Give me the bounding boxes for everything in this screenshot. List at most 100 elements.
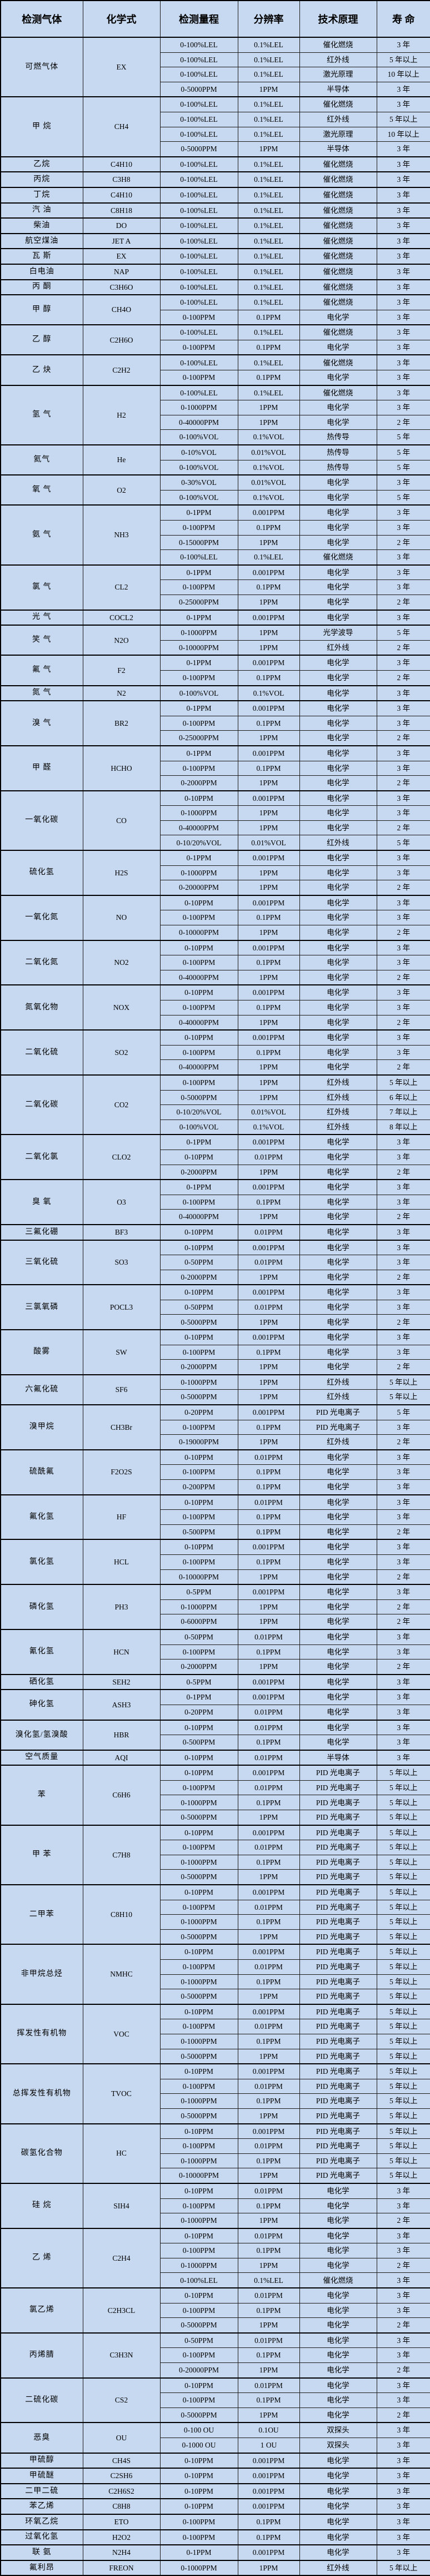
principle-cell: 电化学 xyxy=(299,339,377,355)
principle-cell: 电化学 xyxy=(299,2483,377,2499)
lifespan-cell: 3 年 xyxy=(376,1239,430,1256)
range-cell: 0-10PPM xyxy=(159,1944,238,1960)
principle-cell: 催化燃烧 xyxy=(299,2272,377,2288)
lifespan-cell: 3 年 xyxy=(376,324,430,340)
gas-name-cell: 甲硫醇 xyxy=(0,2452,83,2469)
lifespan-cell: 3 年 xyxy=(376,520,430,536)
range-cell: 0-100%LEL xyxy=(159,126,238,142)
principle-cell: 催化燃烧 xyxy=(299,354,377,371)
resolution-cell: 1PPM xyxy=(237,969,300,985)
range-cell: 0-1000PPM xyxy=(159,400,238,415)
principle-cell: 电化学 xyxy=(299,1464,377,1480)
table-row: 乙 炔 C2H2 0-100%LEL 0.1%LEL 催化燃烧 3 年 xyxy=(0,354,430,386)
principle-cell: PID 光电离子 xyxy=(299,2019,377,2034)
formula-cell: HCN xyxy=(82,1628,161,1675)
table-row: 二氧化硫 SO2 0-10PPM 0.001PPM 电化学 3 年 xyxy=(0,1029,430,1076)
principle-cell: PID 光电离子 xyxy=(299,1824,377,1841)
table-row: 二氧化氯 CLO2 0-1PPM 0.001PPM 电化学 3 年 xyxy=(0,1134,430,1180)
table-row: 一氧化氮 NO 0-10PPM 0.001PPM 电化学 3 年 xyxy=(0,894,430,941)
formula-cell: CLO2 xyxy=(82,1134,161,1180)
resolution-cell: 0.001PPM xyxy=(237,2123,300,2139)
formula-cell: O3 xyxy=(82,1179,161,1225)
lifespan-cell: 3 年 xyxy=(376,263,430,280)
resolution-cell: 0.001PPM xyxy=(237,984,300,1001)
table-row: 0-20PPM 0.01PPM 电化学 3 年 xyxy=(1,1704,430,1721)
formula-cell: C3H8 xyxy=(82,171,161,188)
table-row: 0-19000PPM 1PPM 红外线 2 年 xyxy=(1,1434,430,1450)
table-row: 0-100PPM 0.1PPM 电化学 3 年 xyxy=(1,1509,430,1525)
resolution-cell: 0.1%VOL xyxy=(237,489,300,506)
formula-cell: CH4S xyxy=(82,2452,161,2469)
table-row: 0-500PPM 0.1PPM 电化学 3 年 xyxy=(1,1735,430,1751)
range-cell: 0-100PPM xyxy=(159,579,238,595)
gas-name-cell: 苯乙烯 xyxy=(0,2498,83,2515)
gas-name-cell: 笑 气 xyxy=(0,625,83,656)
table-row: 0-100PPM 0.1PPM 电化学 3 年 xyxy=(1,715,430,731)
formula-cell: C8H10 xyxy=(82,1884,161,1945)
table-row: 0-25000PPM 1PPM 电化学 2 年 xyxy=(1,730,430,746)
range-cell: 0-100PPM xyxy=(159,2138,238,2154)
gas-name-cell: 三氯氧磷 xyxy=(0,1284,83,1330)
principle-cell: 电化学 xyxy=(299,1359,377,1375)
resolution-cell: 0.1%LEL xyxy=(237,217,300,234)
principle-cell: 电化学 xyxy=(299,1719,377,1736)
range-cell: 0-1PPM xyxy=(159,700,238,716)
resolution-cell: 0.1PPM xyxy=(237,670,300,686)
range-cell: 0-5PPM xyxy=(159,1584,238,1600)
resolution-cell: 1PPM xyxy=(237,1989,300,2005)
gas-name-cell: 氮 气 xyxy=(0,685,83,701)
resolution-cell: 0.001PPM xyxy=(237,745,300,761)
principle-cell: 催化燃烧 xyxy=(299,248,377,265)
range-cell: 0-25000PPM xyxy=(159,594,238,611)
range-cell: 0-1000PPM xyxy=(159,2559,238,2576)
gas-name-cell: 空气质量 xyxy=(0,1749,83,1766)
table-row: 硒化氢 SEH2 0-5PPM 0.001PPM 电化学 3 年 xyxy=(0,1673,430,1690)
principle-cell: 红外线 xyxy=(299,640,377,656)
formula-cell: H2S xyxy=(82,850,161,896)
lifespan-cell: 5 年 xyxy=(376,444,430,460)
table-row: 碳氢化合物 HC 0-10PPM 0.001PPM PID 光电离子 5 年以上 xyxy=(0,2123,430,2184)
table-row: 0-40000PPM 1PPM 电化学 2 年 xyxy=(1,1059,430,1076)
table-row: 非甲烷总烃 NMHC 0-10PPM 0.001PPM PID 光电离子 5 年以上 xyxy=(0,1944,430,2005)
formula-cell: C2SH6 xyxy=(82,2468,161,2484)
resolution-cell: 0.1%LEL xyxy=(237,186,300,204)
lifespan-cell: 3 年 xyxy=(376,232,430,249)
resolution-cell: 0.1PPM xyxy=(237,2033,300,2049)
lifespan-cell: 3 年 xyxy=(376,2332,430,2349)
range-cell: 0-1000PPM xyxy=(159,1854,238,1870)
principle-cell: 电化学 xyxy=(299,1628,377,1645)
lifespan-cell: 5 年 xyxy=(376,835,430,851)
resolution-cell: 0.1PPM xyxy=(237,1509,300,1525)
range-cell: 0-10000PPM xyxy=(159,2168,238,2184)
formula-cell: ASH3 xyxy=(82,1689,161,1721)
lifespan-cell: 3 年 xyxy=(376,217,430,234)
lifespan-cell: 2 年 xyxy=(376,820,430,836)
principle-cell: 电化学 xyxy=(299,2513,377,2530)
resolution-cell: 0.001PPM xyxy=(237,939,300,956)
table-row: 0-100PPM 0.01PPM PID 光电离子 5 年以上 xyxy=(1,1899,430,1915)
lifespan-cell: 3 年 xyxy=(376,2198,430,2214)
column-header-lifespan: 寿 命 xyxy=(376,0,430,38)
table-row: 可燃气体 EX 0-100%LEL 0.1%LEL 催化燃烧 3 年 xyxy=(0,36,430,97)
range-cell: 0-100%VOL xyxy=(159,489,238,506)
principle-cell: 电化学 xyxy=(299,2198,377,2214)
range-cell: 0-20PPM xyxy=(159,1404,238,1420)
table-row: 氮氧化物 NOX 0-10PPM 0.001PPM 电化学 3 年 xyxy=(0,984,430,1031)
range-cell: 0-40000PPM xyxy=(159,1014,238,1031)
lifespan-cell: 5 年以上 xyxy=(376,2168,430,2184)
lifespan-cell: 3 年 xyxy=(376,156,430,172)
resolution-cell: 0.1%LEL xyxy=(237,67,300,82)
principle-cell: 电化学 xyxy=(299,309,377,325)
lifespan-cell: 3 年 xyxy=(376,1494,430,1510)
gas-name-cell: 硒化氢 xyxy=(0,1673,83,1690)
principle-cell: PID 光电离子 xyxy=(299,1840,377,1855)
table-row: 挥发性有机物 VOC 0-10PPM 0.001PPM PID 光电离子 5 年以上 xyxy=(0,2003,430,2064)
formula-cell: C2H6S2 xyxy=(82,2483,161,2499)
range-cell: 0-100PPM xyxy=(159,2243,238,2258)
formula-cell: CH4 xyxy=(82,96,161,157)
lifespan-cell: 3 年 xyxy=(376,1584,430,1600)
resolution-cell: 1PPM xyxy=(237,1209,300,1225)
table-row: 0-100PPM 0.01PPM PID 光电离子 5 年以上 xyxy=(1,2019,430,2034)
resolution-cell: 0.001PPM xyxy=(237,1824,300,1841)
table-row: 0-1000PPM 0.1PPM PID 光电离子 5 年以上 xyxy=(1,1914,430,1930)
